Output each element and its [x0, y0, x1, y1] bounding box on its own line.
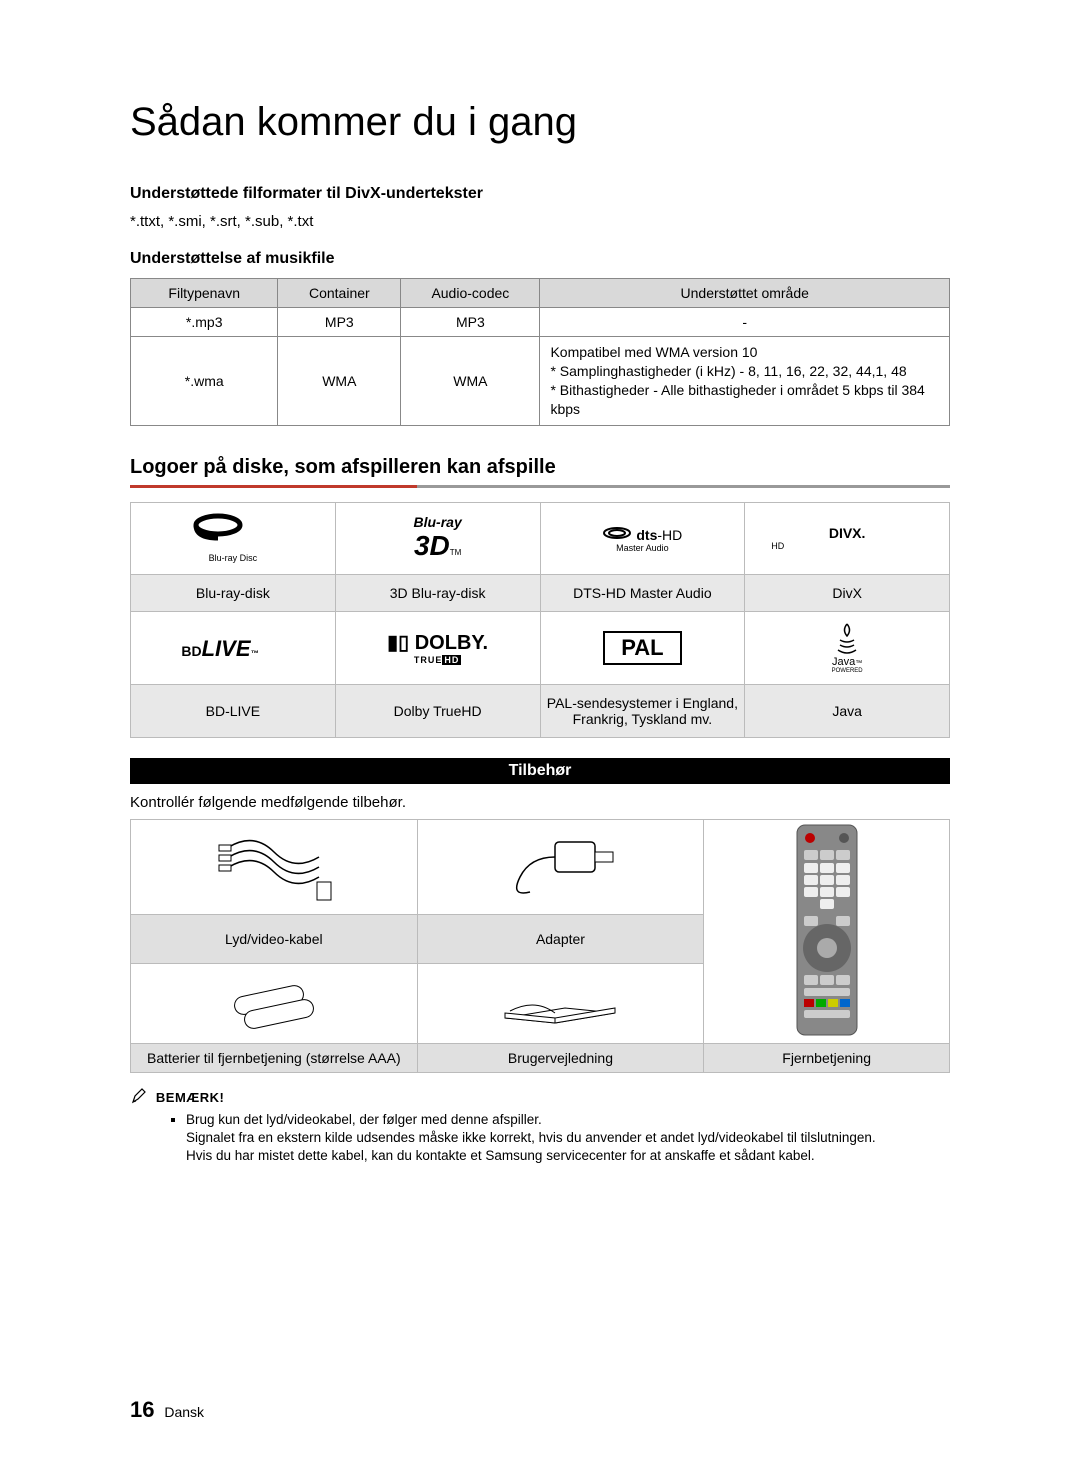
list-item: Brug kun det lyd/videokabel, der følger … [186, 1111, 950, 1166]
logo-label: BD-LIVE [131, 684, 336, 737]
accessories-heading-bar: Tilbehør [130, 758, 950, 784]
section-rule [130, 485, 950, 488]
adapter-icon [417, 819, 704, 914]
logo-text: DIVX. [829, 525, 866, 541]
logo-label: Java [745, 684, 950, 737]
accessories-table: Lyd/video-kabel Adapter Batterier til fj… [130, 819, 950, 1073]
remote-icon [704, 819, 950, 1043]
note-text: Hvis du har mistet dette kabel, kan du k… [186, 1148, 815, 1163]
table-row: *.mp3 MP3 MP3 - [131, 308, 950, 337]
music-file-table: Filtypenavn Container Audio-codec Unders… [130, 278, 950, 426]
batteries-icon [131, 963, 418, 1043]
music-support-heading: Understøttelse af musikfile [130, 250, 950, 268]
note-block: BEMÆRK! Brug kun det lyd/videokabel, der… [130, 1087, 950, 1166]
pal-logo: PAL [540, 611, 745, 684]
logo-sub: HD [751, 541, 943, 551]
java-logo: Java™ POWERED [745, 611, 950, 684]
dts-hd-logo: dts-HD Master Audio [540, 502, 745, 574]
logo-label: PAL-sendesystemer i England, Frankrig, T… [540, 684, 745, 737]
cell-container: WMA [278, 337, 401, 426]
logo-label: Dolby TrueHD [335, 684, 540, 737]
logo-text: PAL [603, 631, 681, 665]
note-heading: BEMÆRK! [156, 1090, 225, 1105]
page-number: 16 [130, 1397, 154, 1422]
note-list: Brug kun det lyd/videokabel, der følger … [186, 1111, 950, 1166]
music-col-container: Container [278, 279, 401, 308]
accessory-label: Batterier til fjernbetjening (størrelse … [131, 1043, 418, 1072]
music-col-range: Understøttet område [540, 279, 950, 308]
logo-label: Blu-ray-disk [131, 574, 336, 611]
pencil-icon [130, 1087, 148, 1105]
cell-codec: WMA [401, 337, 540, 426]
cell-container: MP3 [278, 308, 401, 337]
page-language: Dansk [164, 1404, 204, 1420]
page-footer: 16 Dansk [130, 1397, 204, 1423]
cell-codec: MP3 [401, 308, 540, 337]
cell-range: Kompatibel med WMA version 10 * Sampling… [540, 337, 950, 426]
manual-icon [417, 963, 704, 1043]
divx-hd-logo: DIVX. HD [745, 502, 950, 574]
divx-subtitle-heading: Understøttede filformater til DivX-under… [130, 185, 950, 203]
bluray-disc-logo: Blu-ray Disc [131, 502, 336, 574]
dolby-truehd-logo: ▮▯ DOLBY. TRUEHD [335, 611, 540, 684]
table-row: *.wma WMA WMA Kompatibel med WMA version… [131, 337, 950, 426]
cell-range: - [540, 308, 950, 337]
divx-subtitle-formats: *.ttxt, *.smi, *.srt, *.sub, *.txt [130, 213, 950, 230]
bd-live-logo: BDLIVE™ [131, 611, 336, 684]
note-text: Signalet fra en ekstern kilde udsendes m… [186, 1130, 876, 1145]
accessory-label: Lyd/video-kabel [131, 914, 418, 963]
bluray-3d-logo: Blu-ray 3DTM [335, 502, 540, 574]
page-title: Sådan kommer du i gang [130, 100, 950, 145]
accessory-label: Fjernbetjening [704, 1043, 950, 1072]
logos-section-heading: Logoer på diske, som afspilleren kan afs… [130, 456, 950, 479]
logo-label: DTS-HD Master Audio [540, 574, 745, 611]
logo-sub: TM [450, 548, 462, 557]
av-cable-icon [131, 819, 418, 914]
cell-ext: *.mp3 [131, 308, 278, 337]
music-col-ext: Filtypenavn [131, 279, 278, 308]
accessory-label: Adapter [417, 914, 704, 963]
note-text: Brug kun det lyd/videokabel, der følger … [186, 1112, 542, 1127]
logo-sub: TRUEHD [342, 655, 534, 665]
logo-sub: Master Audio [547, 543, 739, 553]
logo-line1: Blu-ray [342, 514, 534, 530]
logo-sub: POWERED [751, 668, 943, 674]
accessories-intro: Kontrollér følgende medfølgende tilbehør… [130, 794, 950, 811]
logo-label: 3D Blu-ray-disk [335, 574, 540, 611]
logo-sub: Blu-ray Disc [137, 553, 329, 563]
accessory-label: Brugervejledning [417, 1043, 704, 1072]
logo-label: DivX [745, 574, 950, 611]
cell-ext: *.wma [131, 337, 278, 426]
music-col-codec: Audio-codec [401, 279, 540, 308]
logos-table: Blu-ray Disc Blu-ray 3DTM dts-HD Master … [130, 502, 950, 738]
